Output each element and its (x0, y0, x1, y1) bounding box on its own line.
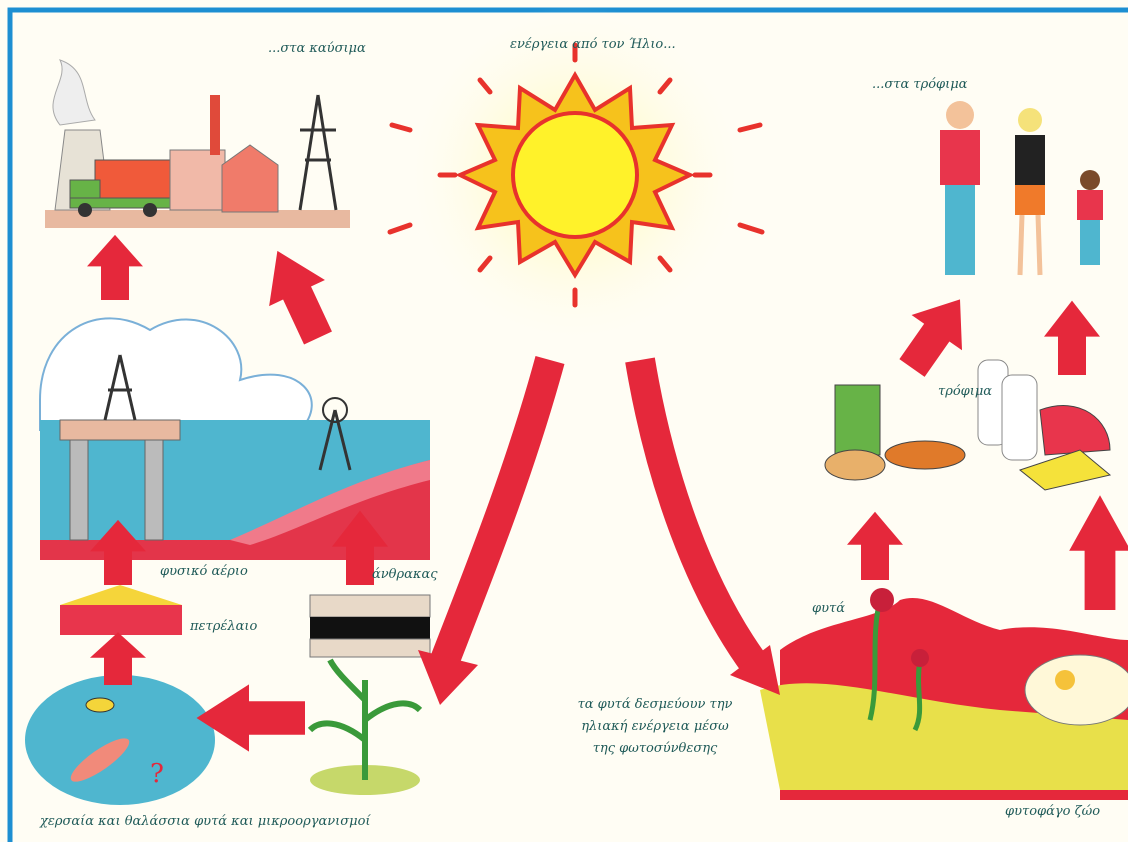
label: της φωτοσύνθεσης (593, 741, 718, 756)
label: φυτοφάγο ζώο (1005, 804, 1100, 819)
label: πετρέλαιο (189, 619, 257, 634)
label: άνθρακας (372, 567, 438, 582)
sea-organisms: ? (25, 675, 215, 805)
label: ...στα καύσιμα (268, 41, 366, 56)
label: χερσαία και θαλάσσια φυτά και μικροοργαν… (39, 814, 371, 829)
label: τρόφιμα (938, 384, 992, 399)
svg-text:?: ? (150, 759, 164, 789)
diagram: ? (0, 0, 1128, 842)
label: φυσικό αέριο (160, 564, 248, 579)
label: ...στα τρόφιμα (872, 77, 968, 92)
label: φυτά (812, 601, 845, 616)
label: ηλιακή ενέργεια μέσω (581, 719, 729, 734)
label: ενέργεια από τον Ήλιο... (510, 37, 676, 52)
label: τα φυτά δεσμεύουν την (578, 697, 733, 712)
coal-strata (310, 595, 430, 657)
